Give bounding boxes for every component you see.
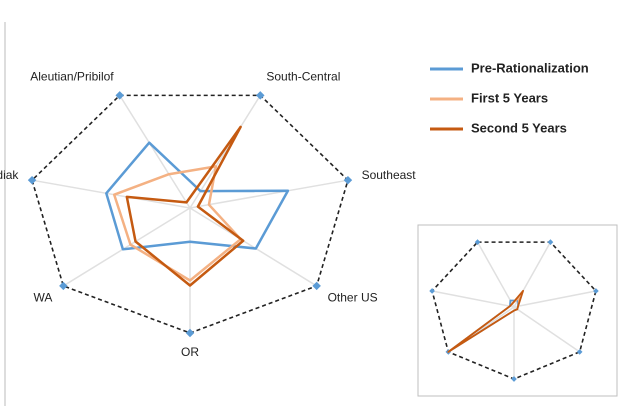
spoke	[189, 207, 318, 287]
vertex-marker	[593, 288, 599, 294]
spoke	[189, 179, 349, 209]
series-line	[125, 125, 245, 287]
spoke	[31, 179, 191, 209]
spoke	[513, 241, 552, 308]
axis-label: Southeast	[362, 168, 417, 182]
legend-label: Pre-Rationalization	[471, 60, 589, 75]
axis-label: OR	[181, 345, 199, 359]
vertex-marker	[343, 175, 353, 185]
inset-frame	[417, 224, 618, 397]
axis-label: WA	[34, 291, 53, 305]
vertex-marker	[511, 376, 517, 382]
series-line	[105, 141, 290, 251]
axis-label: Kodiak	[0, 168, 19, 182]
axis-label: Other US	[328, 291, 378, 305]
spoke	[476, 241, 515, 308]
spoke	[431, 290, 515, 308]
vertex-marker	[576, 349, 583, 355]
vertex-marker	[312, 281, 321, 291]
vertex-marker	[547, 239, 554, 245]
vertex-marker	[256, 91, 265, 100]
vertex-marker	[185, 328, 195, 338]
series-line	[447, 289, 525, 353]
spoke	[513, 290, 597, 308]
vertex-marker	[474, 239, 481, 245]
spoke	[189, 94, 261, 209]
outer-ring	[431, 241, 597, 380]
spoke	[119, 94, 191, 209]
spoke	[513, 306, 581, 353]
legend-label: First 5 Years	[471, 90, 548, 105]
spoke	[62, 207, 191, 287]
vertex-marker	[115, 91, 124, 100]
legend-label: Second 5 Years	[471, 120, 567, 135]
vertex-marker	[59, 281, 68, 291]
vertex-marker	[429, 288, 435, 294]
axis-label: South-Central	[266, 70, 340, 84]
axis-label: Aleutian/Pribilof	[30, 70, 114, 84]
